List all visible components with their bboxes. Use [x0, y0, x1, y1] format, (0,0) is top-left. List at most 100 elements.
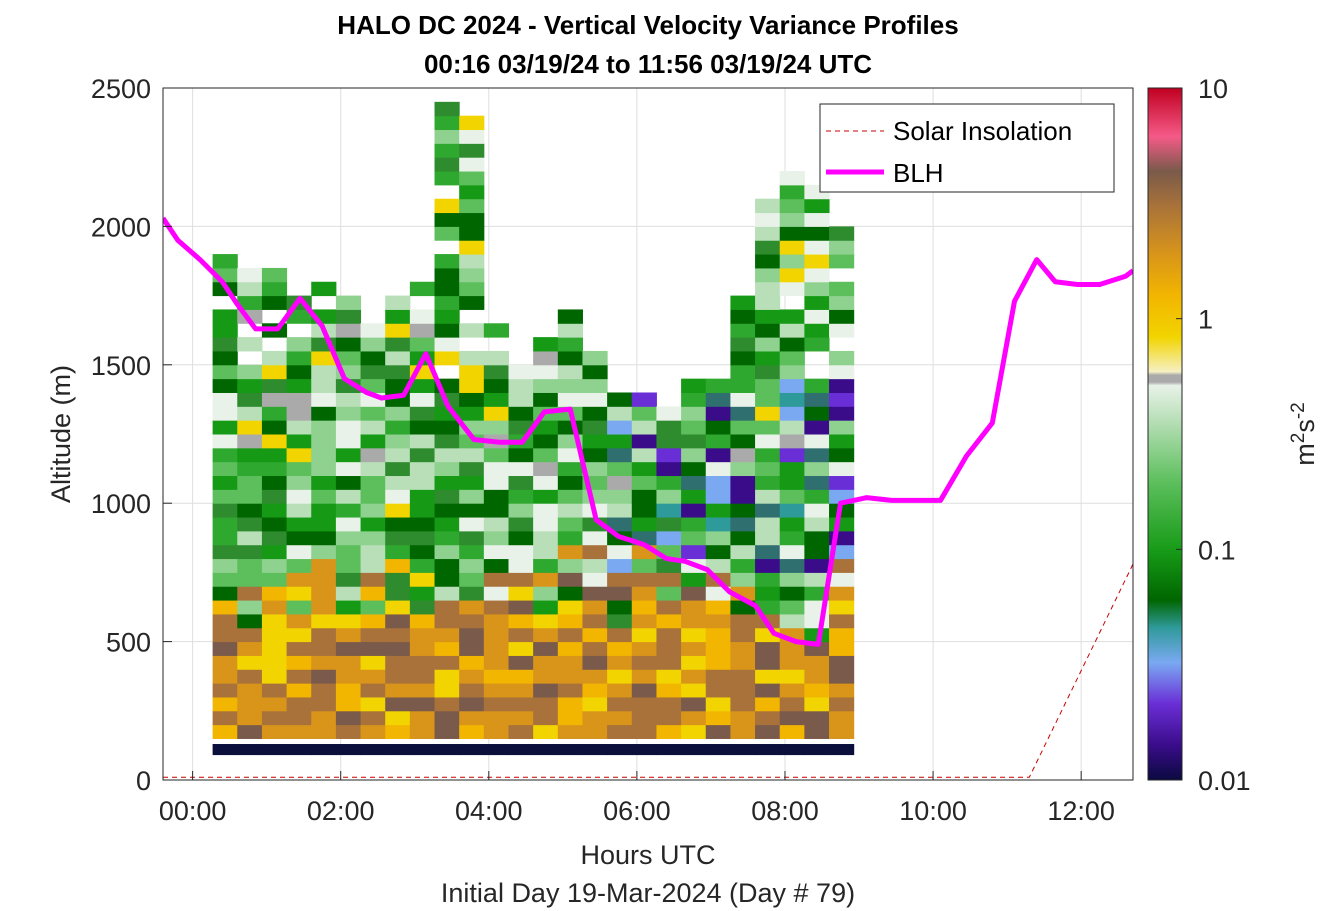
heatmap-cell: [385, 461, 411, 477]
heatmap-cell: [779, 600, 805, 615]
heatmap-cell: [237, 434, 263, 449]
heatmap-cell: [360, 669, 386, 684]
heatmap-cell: [409, 392, 436, 407]
heatmap-cell: [755, 489, 781, 504]
heatmap-cell: [385, 558, 411, 573]
heatmap-cell: [434, 655, 460, 670]
heatmap-cell: [335, 683, 362, 698]
heatmap-cell: [829, 226, 855, 241]
heatmap-cell: [755, 447, 781, 463]
heatmap-cell: [385, 586, 411, 601]
heatmap-cell: [311, 627, 337, 643]
heatmap-cell: [804, 198, 830, 214]
heatmap-cell: [607, 544, 633, 560]
heatmap-cell: [533, 447, 559, 463]
heatmap-cell: [237, 641, 263, 656]
heatmap-cell: [483, 378, 509, 393]
heatmap-cell: [631, 503, 657, 518]
heatmap-cell: [483, 461, 509, 477]
heatmap-cell: [656, 475, 682, 490]
heatmap-cell: [582, 613, 608, 629]
heatmap-cell: [237, 696, 263, 712]
heatmap-cell: [237, 627, 263, 643]
heatmap-cell: [607, 613, 633, 629]
heatmap-cell: [607, 724, 633, 739]
heatmap-cell: [755, 364, 781, 380]
heatmap-cell: [557, 420, 583, 435]
heatmap-cell: [212, 530, 238, 546]
heatmap-cell: [681, 544, 707, 560]
heatmap-cell: [804, 254, 830, 269]
heatmap-cell: [237, 503, 263, 518]
heatmap-cell: [779, 683, 805, 698]
heatmap-cell: [483, 600, 509, 615]
heatmap-cell: [385, 544, 411, 560]
heatmap-cell: [582, 461, 608, 477]
heatmap-cell: [829, 406, 855, 421]
heatmap-cell: [656, 503, 682, 518]
heatmap-cell: [681, 683, 707, 698]
heatmap-cell: [829, 558, 855, 573]
heatmap-cell: [779, 281, 805, 297]
heatmap-cell: [409, 744, 436, 756]
heatmap-cell: [434, 613, 460, 629]
heatmap-cell: [311, 447, 337, 463]
heatmap-cell: [261, 350, 288, 366]
heatmap-cell: [360, 558, 386, 573]
heatmap-cell: [705, 447, 731, 463]
heatmap-cell: [311, 683, 337, 698]
heatmap-cell: [311, 744, 337, 756]
heatmap-cell: [705, 544, 731, 560]
heatmap-cell: [804, 627, 830, 643]
heatmap-cell: [483, 350, 509, 366]
heatmap-cell: [483, 475, 509, 490]
heatmap-cell: [508, 503, 534, 518]
heatmap-cell: [237, 475, 263, 490]
heatmap-cell: [631, 461, 657, 477]
heatmap-cell: [779, 475, 805, 490]
heatmap-cell: [237, 710, 263, 726]
heatmap-cell: [804, 530, 830, 546]
heatmap-cell: [434, 295, 460, 310]
heatmap-cell: [533, 724, 559, 739]
heatmap-cell: [409, 461, 436, 477]
heatmap-cell: [779, 586, 805, 601]
heatmap-cell: [804, 420, 830, 435]
heatmap-cell: [508, 724, 534, 739]
heatmap-cell: [335, 392, 362, 407]
heatmap-cell: [261, 530, 288, 546]
heatmap-cell: [656, 744, 682, 756]
heatmap-cell: [385, 669, 411, 684]
heatmap-cell: [360, 683, 386, 698]
heatmap-cell: [335, 669, 362, 684]
heatmap-cell: [804, 517, 830, 532]
heatmap-cell: [681, 669, 707, 684]
heatmap-cell: [582, 696, 608, 712]
heatmap-cell: [582, 744, 608, 756]
heatmap-cell: [385, 295, 411, 310]
heatmap-cell: [829, 447, 855, 463]
heatmap-cell: [533, 392, 559, 407]
heatmap-cell: [508, 392, 534, 407]
heatmap-cell: [829, 434, 855, 449]
heatmap-cell: [631, 710, 657, 726]
heatmap-cell: [582, 710, 608, 726]
heatmap-cell: [360, 710, 386, 726]
heatmap-cell: [459, 544, 485, 560]
heatmap-cell: [631, 475, 657, 490]
heatmap-cell: [434, 724, 460, 739]
heatmap-cell: [607, 655, 633, 670]
heatmap-cell: [607, 600, 633, 615]
heatmap-cell: [582, 378, 608, 393]
heatmap-cell: [409, 724, 436, 739]
heatmap-cell: [656, 434, 682, 449]
heatmap-cell: [286, 655, 312, 670]
heatmap-cell: [311, 503, 337, 518]
heatmap-cell: [804, 503, 830, 518]
heatmap-cell: [434, 115, 460, 131]
heatmap-cell: [237, 530, 263, 546]
heatmap-cell: [459, 586, 485, 601]
heatmap-cell: [829, 461, 855, 477]
heatmap-cell: [385, 503, 411, 518]
heatmap-cell: [434, 281, 460, 297]
